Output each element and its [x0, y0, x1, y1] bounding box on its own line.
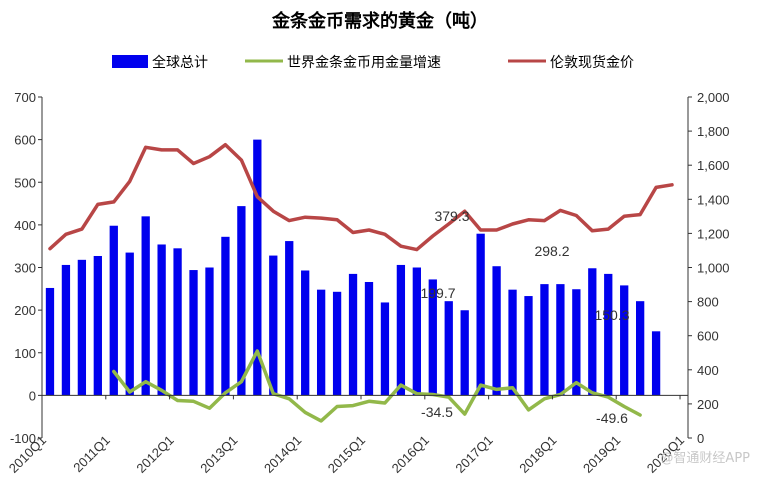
bar: [125, 252, 134, 396]
y-left-tick-label: 400: [14, 218, 36, 233]
bar: [348, 273, 358, 396]
legend-label-total: 全球总计: [152, 54, 208, 71]
y-right-tick-label: 1,000: [697, 261, 730, 276]
bar: [285, 241, 294, 396]
bar: [604, 273, 613, 396]
y-left-tick-label: 200: [14, 303, 36, 318]
annotation-neg-34-5: -34.5: [421, 404, 453, 420]
bar: [269, 255, 278, 396]
bar: [460, 310, 469, 396]
bar: [316, 289, 326, 396]
x-tick-label: 2018Q1: [516, 433, 559, 476]
y-left-tick-label: -100: [10, 431, 36, 446]
x-tick-label: 2014Q1: [261, 433, 304, 476]
y-left-tick-label: 700: [14, 90, 36, 105]
bar: [237, 206, 246, 396]
bar: [540, 284, 549, 396]
bar: [157, 244, 166, 396]
bar: [412, 267, 421, 396]
y-axis-left: -100 0 100 200 300 400 500 600 700: [10, 90, 36, 446]
x-tick-label: 2013Q1: [197, 433, 240, 476]
bar: [476, 233, 485, 396]
bar: [428, 279, 437, 396]
x-tick-label: 2016Q1: [389, 433, 432, 476]
annotations: 379.3 199.7 298.2 150.3 -34.5 -49.6: [420, 208, 629, 426]
x-tick-label: 2019Q1: [580, 433, 623, 476]
bar: [77, 259, 87, 396]
x-axis: 2010Q1 2011Q1 2012Q1 2013Q1 2014Q1 2015Q1 2016…: [6, 433, 687, 476]
bar: [61, 264, 71, 396]
bar: [572, 289, 581, 396]
x-tick-label: 2015Q1: [325, 433, 368, 476]
y-left-tick-label: 300: [14, 261, 36, 276]
bar: [364, 281, 374, 396]
bar: [492, 266, 501, 396]
bar: [173, 248, 182, 396]
y-axis-right: 0 200 400 600 800 1,000 1,200 1,400 1,600 1,800 2,…: [697, 90, 730, 446]
y-right-tick-label: 2,000: [697, 90, 730, 105]
annotation-298-2: 298.2: [534, 243, 569, 259]
annotation-199-7: 199.7: [420, 285, 455, 301]
bar: [45, 287, 55, 396]
bar: [396, 264, 406, 396]
y-left-tick-label: 100: [14, 346, 36, 361]
bar: [253, 139, 262, 396]
bar: [141, 216, 150, 396]
line-gold-price: [48, 142, 674, 252]
bar: [524, 296, 533, 396]
bar: [651, 331, 661, 396]
bar: [189, 270, 198, 396]
bar: [221, 236, 230, 396]
bar-series-total: [45, 139, 661, 396]
y-left-tick-label: 0: [29, 388, 36, 403]
bar: [93, 255, 102, 396]
annotation-neg-49-6: -49.6: [596, 410, 628, 426]
y-right-tick-label: 800: [697, 295, 719, 310]
bar: [620, 285, 629, 396]
axes: [38, 96, 692, 439]
legend-swatch-total: [112, 55, 148, 68]
y-left-tick-label: 600: [14, 133, 36, 148]
bar: [205, 267, 214, 396]
bar: [508, 289, 517, 396]
y-right-tick-label: 1,400: [697, 192, 730, 207]
legend-label-growth: 世界金条金币用金量增速: [287, 54, 441, 71]
y-left-tick-label: 500: [14, 175, 36, 190]
y-right-tick-label: 1,200: [697, 226, 730, 241]
bar: [556, 284, 565, 396]
bar: [109, 225, 118, 396]
y-right-tick-label: 600: [697, 329, 719, 344]
legend: 全球总计 世界金条金币用金量增速 伦敦现货金价: [112, 54, 634, 71]
y-right-tick-label: 400: [697, 363, 719, 378]
y-right-tick-label: 200: [697, 397, 719, 412]
watermark: @智通财经APP: [660, 451, 750, 466]
x-tick-label: 2012Q1: [133, 433, 176, 476]
y-right-tick-label: 1,600: [697, 158, 730, 173]
legend-label-gold-price: 伦敦现货金价: [550, 54, 634, 71]
y-right-tick-label: 0: [697, 431, 704, 446]
y-right-tick-label: 1,800: [697, 124, 730, 139]
annotation-379-3: 379.3: [434, 208, 469, 224]
bar: [588, 268, 597, 396]
bar: [332, 291, 342, 396]
annotation-150-3: 150.3: [594, 307, 629, 323]
x-tick-label: 2011Q1: [70, 433, 113, 476]
bar: [301, 270, 310, 396]
bar: [444, 301, 453, 396]
bar: [380, 302, 390, 396]
x-tick-label: 2017Q1: [452, 433, 495, 476]
chart-title: 金条金币需求的黄金（吨）: [271, 10, 488, 32]
bar: [636, 301, 645, 396]
